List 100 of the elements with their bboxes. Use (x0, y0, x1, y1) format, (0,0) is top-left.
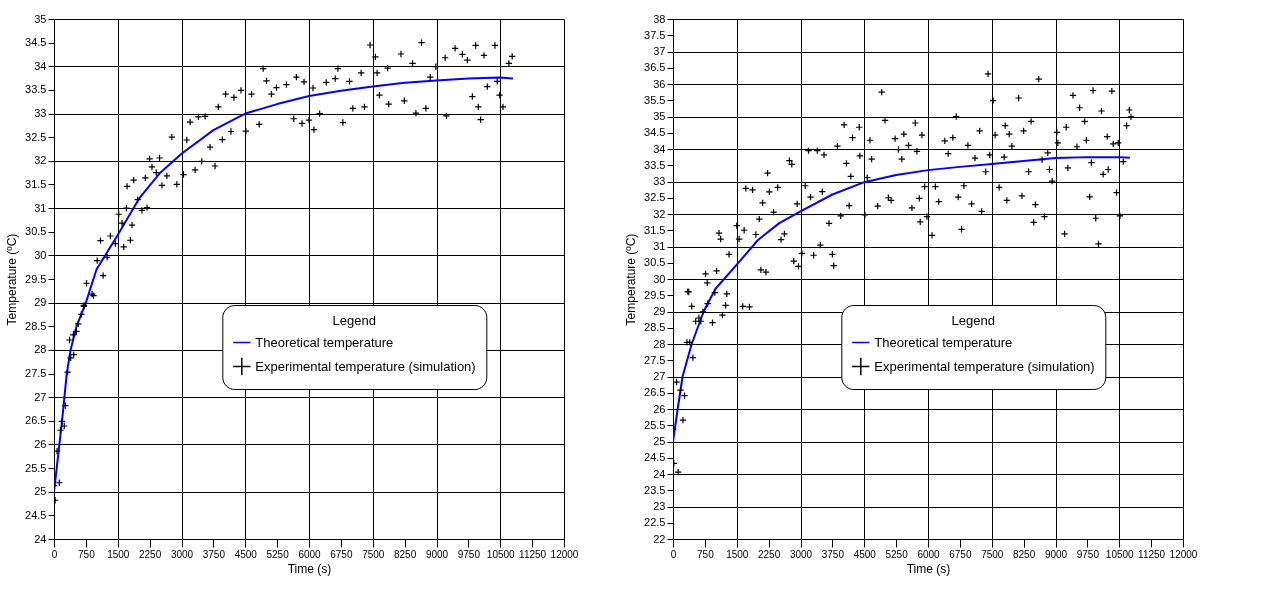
y-tick-label: 32.5 (25, 130, 47, 143)
y-tick-label: 28.5 (644, 321, 666, 334)
x-tick-label: 0 (51, 548, 58, 560)
x-tick-label: 7500 (362, 548, 385, 560)
y-tick-label: 22.5 (644, 516, 666, 529)
y-tick-label: 28 (34, 343, 47, 356)
x-tick-label: 11250 (519, 548, 547, 560)
x-tick-label: 4500 (234, 548, 258, 560)
y-axis-title: Temperature (ºC) (5, 233, 20, 326)
y-tick-label: 29 (653, 305, 666, 317)
y-tick-label: 24 (34, 532, 47, 545)
y-tick-label: 29.5 (25, 272, 47, 285)
x-tick-label: 0 (670, 548, 677, 560)
y-tick-label: 25 (34, 485, 47, 498)
x-tick-label: 3750 (202, 548, 226, 560)
y-tick-label: 25.5 (25, 461, 47, 474)
y-tick-label: 35 (34, 12, 47, 25)
y-tick-label: 29 (34, 296, 47, 309)
x-tick-label: 8250 (1013, 548, 1036, 560)
y-tick-label: 24.5 (25, 508, 47, 521)
y-tick-label: 28 (653, 337, 666, 350)
x-tick-label: 12000 (550, 548, 579, 560)
x-tick-label: 2250 (758, 548, 781, 560)
y-tick-label: 36.5 (644, 61, 666, 74)
y-tick-label: 33.5 (644, 158, 666, 171)
x-tick-label: 7500 (981, 548, 1004, 560)
x-tick-label: 5250 (885, 548, 909, 560)
x-tick-label: 9750 (457, 548, 481, 560)
y-tick-label: 32 (34, 154, 47, 167)
x-tick-label: 12000 (1169, 548, 1198, 560)
y-tick-label: 30 (34, 248, 47, 261)
x-tick-label: 2250 (139, 548, 162, 560)
y-tick-label: 34.5 (25, 36, 47, 49)
y-tick-label: 30.5 (644, 256, 666, 269)
y-tick-label: 35 (653, 110, 666, 122)
x-tick-label: 8250 (394, 548, 417, 560)
y-tick-label: 28.5 (25, 319, 47, 332)
y-tick-label: 23.5 (644, 483, 666, 496)
y-tick-label: 22 (653, 532, 666, 545)
y-tick-label: 36 (653, 77, 666, 90)
y-tick-label: 32 (653, 207, 666, 220)
y-tick-label: 34.5 (644, 126, 666, 139)
y-tick-label: 33 (34, 107, 47, 120)
y-tick-label: 29.5 (644, 288, 666, 301)
legend-title: Legend (332, 313, 376, 328)
x-tick-label: 750 (697, 548, 715, 560)
x-tick-label: 3000 (789, 548, 813, 560)
y-axis-title: Temperature (ºC) (624, 233, 639, 326)
y-tick-label: 32.5 (644, 191, 666, 204)
x-tick-label: 9000 (425, 548, 449, 560)
y-tick-label: 37 (653, 45, 666, 57)
y-tick-label: 24 (653, 467, 666, 480)
y-tick-label: 27 (653, 370, 666, 382)
y-tick-label: 23 (653, 500, 666, 512)
y-tick-label: 25 (653, 435, 666, 447)
y-tick-label: 24.5 (644, 451, 666, 464)
x-tick-label: 750 (78, 548, 96, 560)
legend-title: Legend (951, 313, 995, 328)
x-axis-title: Time (s) (287, 561, 332, 576)
y-tick-label: 30.5 (25, 225, 47, 238)
x-tick-label: 4500 (853, 548, 877, 560)
line-series (673, 156, 1131, 443)
y-tick-label: 38 (653, 12, 666, 25)
x-tick-label: 5250 (266, 548, 290, 560)
y-tick-label: 31.5 (644, 223, 666, 236)
y-tick-label: 33 (653, 175, 666, 187)
legend-label: Experimental temperature (simulation) (874, 358, 1095, 374)
legend-label: Experimental temperature (simulation) (255, 358, 476, 374)
y-tick-label: 34 (34, 59, 47, 72)
x-tick-label: 10500 (486, 548, 516, 560)
x-tick-label: 9000 (1044, 548, 1068, 560)
x-tick-label: 9750 (1076, 548, 1100, 560)
y-tick-label: 26.5 (644, 386, 666, 399)
y-tick-label: 34 (653, 142, 666, 155)
y-tick-label: 26.5 (25, 414, 47, 427)
x-tick-label: 6000 (298, 548, 322, 560)
y-tick-label: 31.5 (25, 177, 47, 190)
y-tick-label: 31 (653, 240, 666, 252)
x-axis-title: Time (s) (906, 561, 951, 576)
y-tick-label: 37.5 (644, 28, 666, 41)
y-tick-label: 35.5 (644, 93, 666, 106)
x-tick-label: 3000 (170, 548, 194, 560)
legend-label: Theoretical temperature (255, 334, 394, 350)
y-tick-label: 33.5 (25, 83, 47, 96)
x-tick-label: 11250 (1138, 548, 1166, 560)
legend-label: Theoretical temperature (874, 334, 1013, 350)
x-tick-label: 1500 (726, 548, 749, 560)
y-tick-label: 30 (653, 272, 666, 285)
y-tick-label: 31 (34, 201, 47, 214)
x-tick-label: 6000 (917, 548, 941, 560)
y-tick-label: 25.5 (644, 418, 666, 431)
x-tick-label: 10500 (1105, 548, 1135, 560)
y-tick-label: 26 (653, 402, 666, 415)
y-tick-label: 27.5 (644, 353, 666, 366)
x-tick-label: 3750 (821, 548, 845, 560)
y-tick-label: 27.5 (25, 367, 47, 380)
x-tick-label: 6750 (330, 548, 353, 560)
y-tick-label: 27 (34, 390, 47, 403)
y-tick-label: 26 (34, 437, 47, 450)
x-tick-label: 6750 (949, 548, 972, 560)
